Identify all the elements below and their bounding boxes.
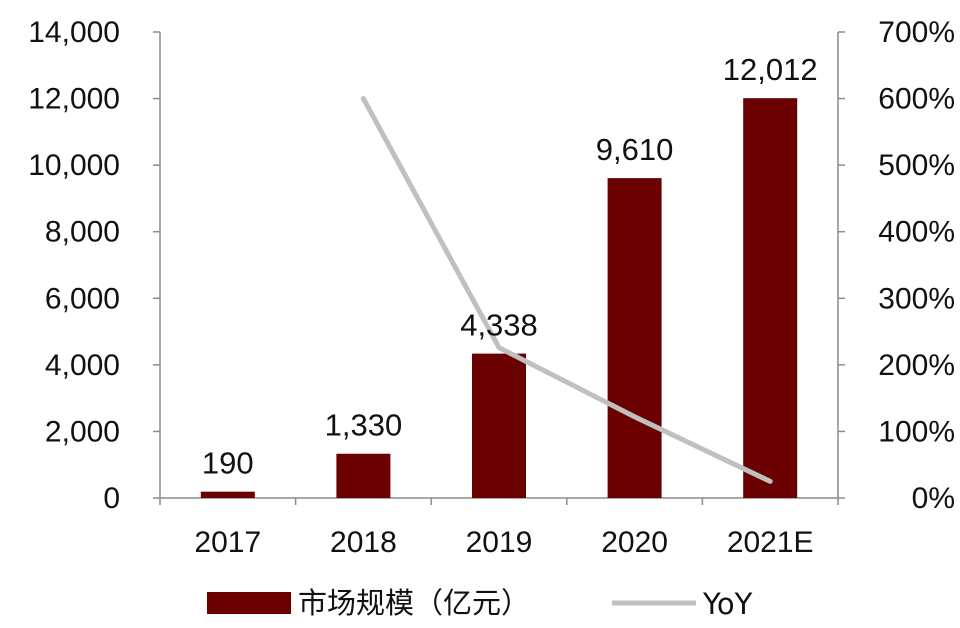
right-tick-label: 600% — [878, 83, 955, 116]
x-tick-label: 2019 — [466, 526, 533, 559]
left-tick-label: 2,000 — [45, 415, 120, 448]
right-tick-label: 500% — [878, 149, 955, 182]
chart-axes: 0 2,000 4,000 6,000 8,000 10,000 12,000 14,000 0… — [28, 16, 955, 559]
bar-series — [200, 98, 798, 499]
bar — [607, 178, 662, 499]
legend-label-yoy: YoY — [702, 587, 753, 621]
left-tick-label: 8,000 — [45, 216, 120, 249]
yoy-line — [360, 96, 773, 484]
left-tick-label: 4,000 — [45, 349, 120, 382]
data-labels: 190 1,330 4,338 9,610 12,012 — [202, 52, 818, 481]
left-tick-label: 0 — [103, 482, 120, 515]
right-tick-label: 0% — [912, 482, 955, 515]
x-tick-label: 2017 — [194, 526, 261, 559]
yoy-line-series — [360, 96, 773, 484]
bar-data-label: 9,610 — [596, 132, 674, 167]
x-tick-label: 2020 — [601, 526, 668, 559]
bar-data-label: 4,338 — [460, 308, 538, 343]
bar — [743, 98, 798, 498]
x-tick-label: 2018 — [330, 526, 397, 559]
bar-data-label: 12,012 — [723, 52, 818, 87]
right-tick-label: 300% — [878, 282, 955, 315]
bar — [472, 353, 526, 498]
bar — [336, 453, 391, 498]
right-tick-label: 700% — [878, 16, 955, 49]
right-tick-label: 400% — [878, 216, 955, 249]
left-tick-label: 6,000 — [45, 282, 120, 315]
left-tick-label: 14,000 — [28, 16, 120, 49]
right-tick-label: 100% — [878, 415, 955, 448]
legend: 市场规模（亿元） YoY — [207, 586, 753, 621]
bar — [200, 491, 255, 498]
left-tick-label: 12,000 — [28, 83, 120, 116]
right-tick-label: 200% — [878, 349, 955, 382]
legend-label-market-size: 市场规模（亿元） — [298, 586, 530, 620]
legend-swatch-market-size — [207, 592, 291, 614]
left-tick-label: 10,000 — [28, 149, 120, 182]
x-tick-label: 2021E — [727, 526, 814, 559]
bar-data-label: 1,330 — [325, 408, 403, 443]
bar-data-label: 190 — [202, 446, 254, 481]
